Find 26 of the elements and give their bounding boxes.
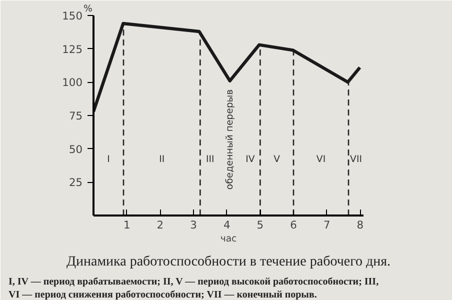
y-tick-label: 50 (68, 142, 83, 156)
x-tick-label: 4 (223, 218, 230, 232)
text: Динамика работоспособности в течение рабочего дня. (66, 254, 391, 270)
annotation: VI (316, 154, 326, 165)
x-tick-label: 2 (156, 218, 164, 232)
annotation: II (159, 154, 165, 165)
annotation: III (206, 154, 214, 165)
text: I, IV — период врабатываемости; II, V — период высокой работоспособности; III, VI — период снижения работоспособности; VII — конечный порыв. (8, 276, 380, 300)
annotation: обеденный перерыв (224, 89, 236, 190)
x-tick-label: 3 (190, 218, 197, 232)
y-tick-label: 125 (62, 42, 83, 56)
x-tick-label: 8 (356, 218, 364, 232)
y-tick-label: 75 (68, 110, 83, 122)
annotation: VII (350, 154, 362, 165)
y-axis-title: % (84, 4, 92, 14)
x-tick-label: 5 (256, 218, 264, 232)
y-tick-label: 100 (62, 76, 83, 90)
annotation: IV (246, 154, 256, 165)
x-tick-label: 1 (123, 218, 130, 232)
x-tick-label: 7 (323, 218, 330, 232)
x-axis-title: час (220, 234, 237, 244)
annotation: V (274, 154, 281, 165)
y-tick-label: 150 (62, 10, 83, 22)
x-tick-label: 6 (290, 218, 298, 232)
annotation: I (107, 154, 110, 165)
y-tick-label: 25 (68, 176, 83, 190)
